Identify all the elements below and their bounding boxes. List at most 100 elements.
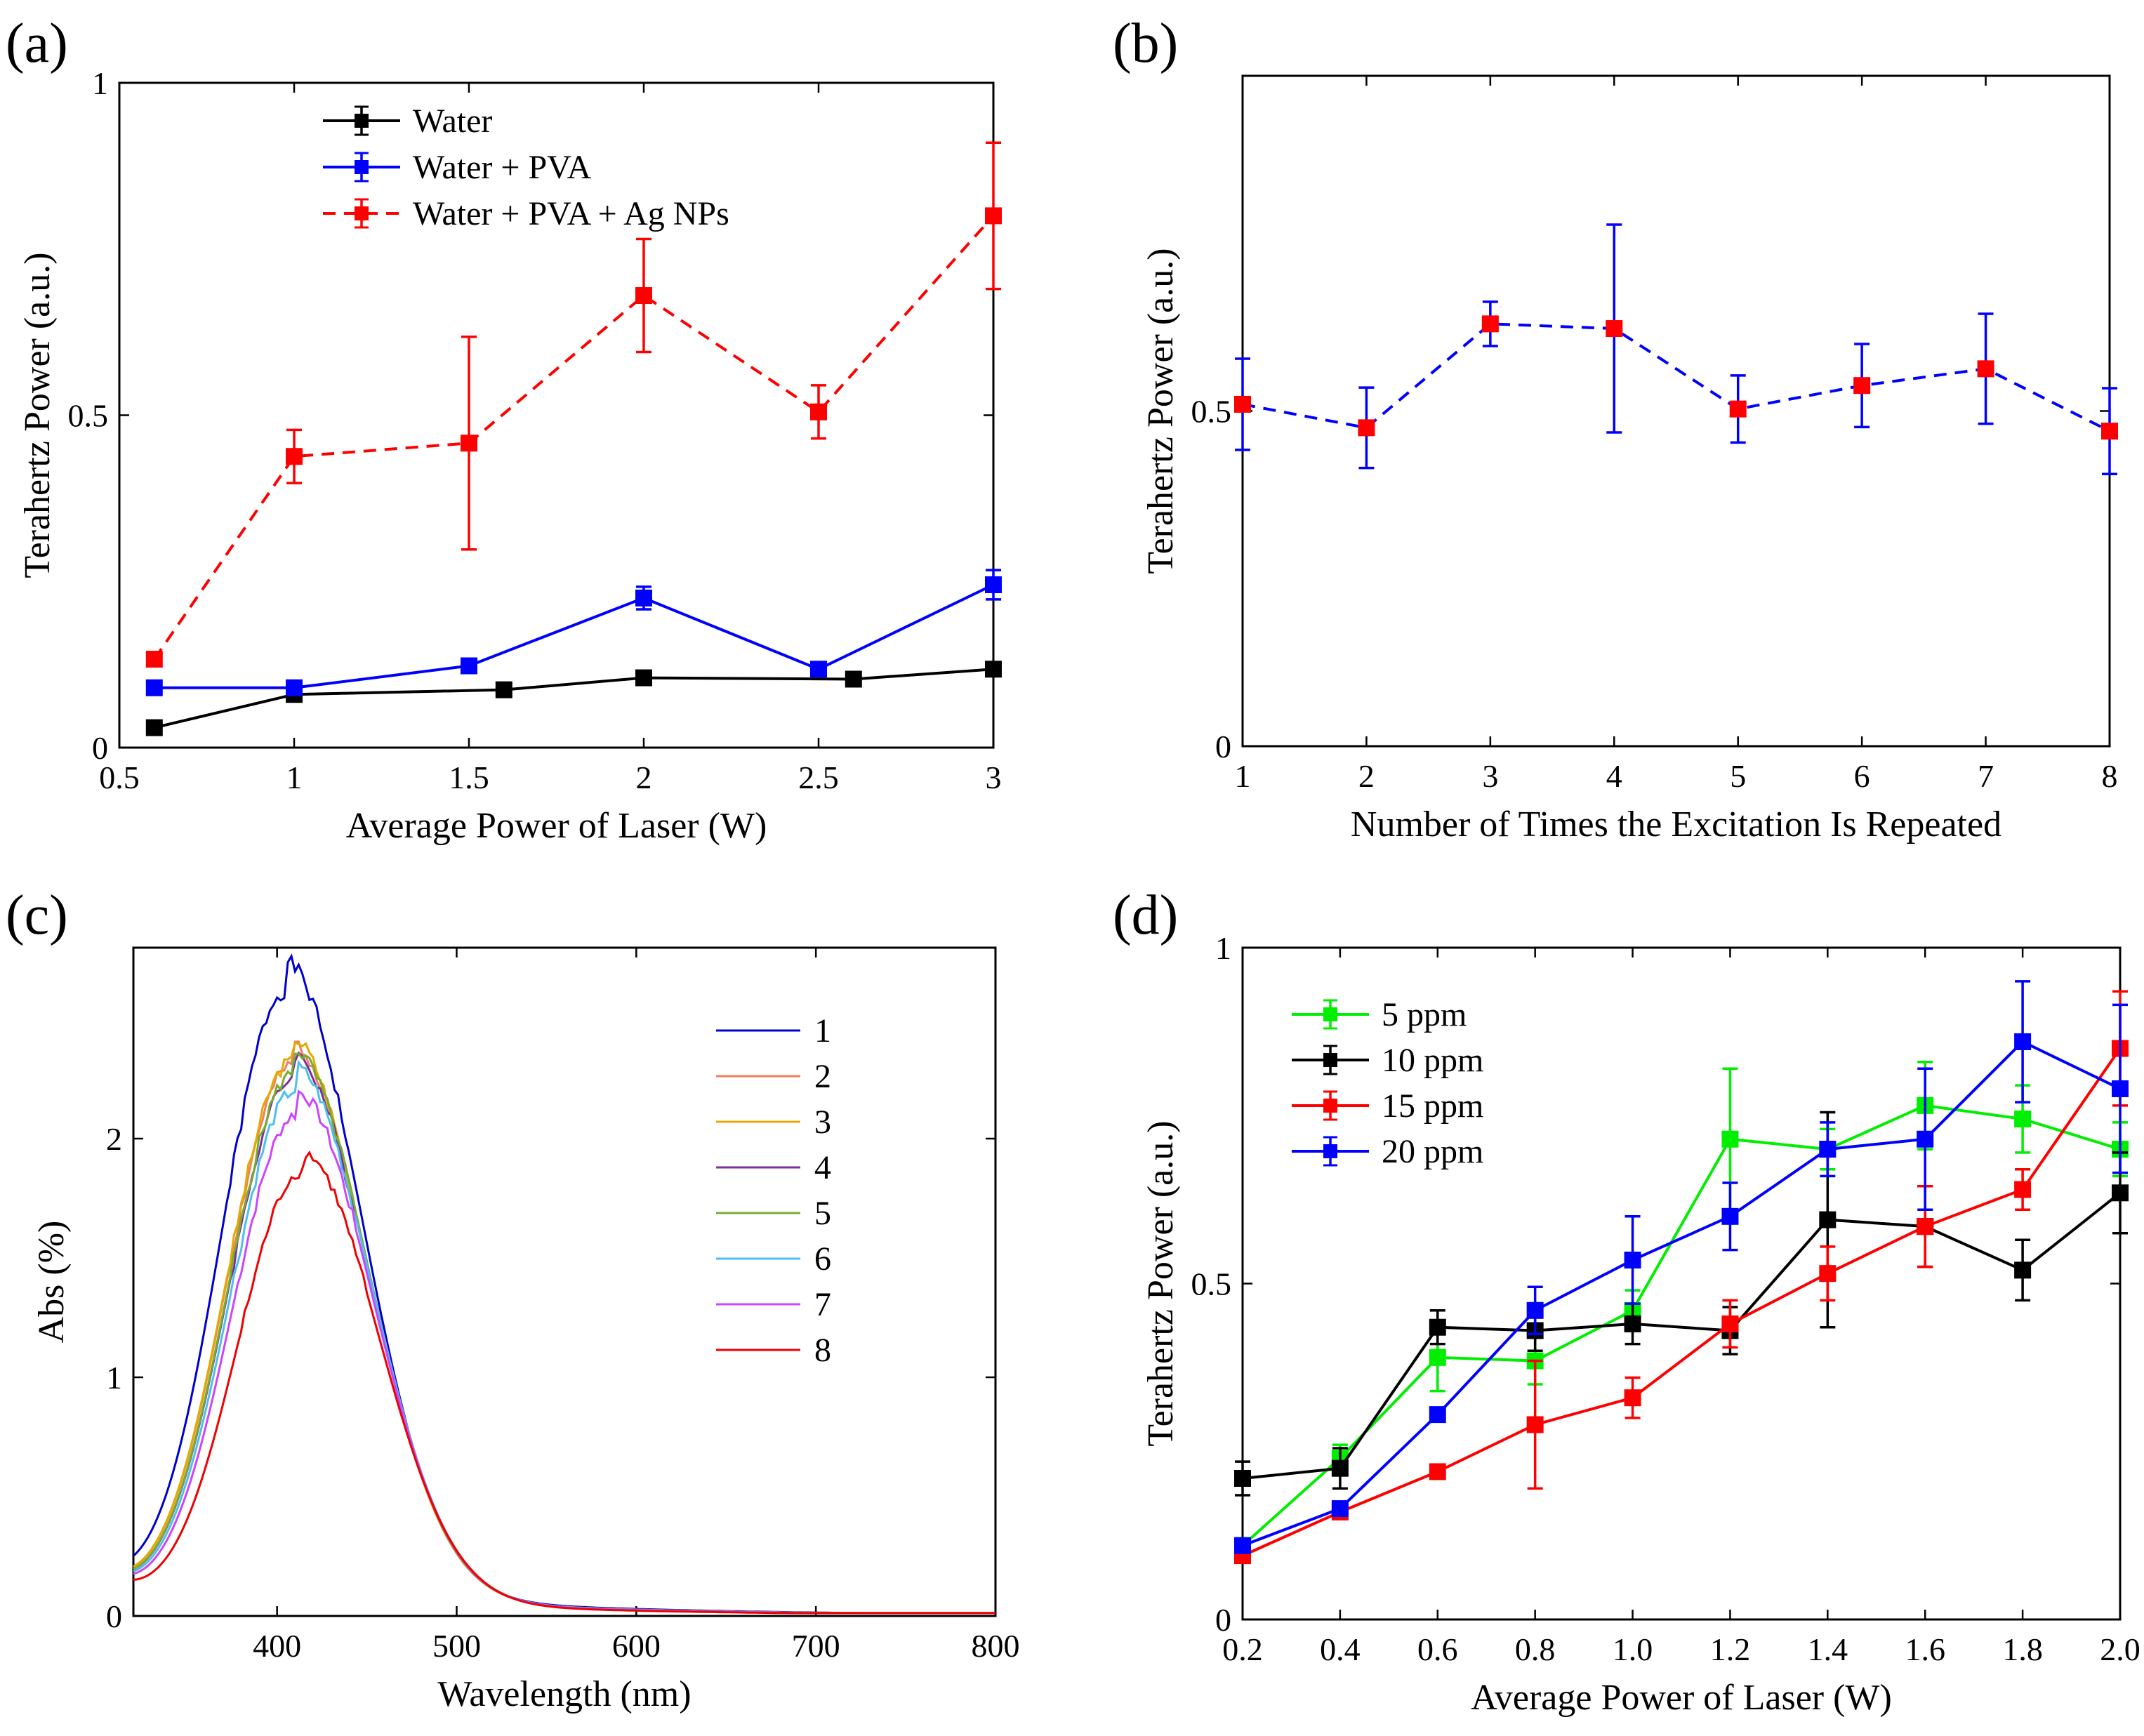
- panel-label-b: (b): [1113, 13, 1178, 74]
- data-point-marker: [1526, 1301, 1544, 1319]
- x-tick-label: 1.6: [1905, 1631, 1945, 1667]
- x-tick-label: 700: [792, 1628, 840, 1664]
- data-point-marker: [461, 657, 477, 675]
- series-line-0-1: [154, 583, 994, 689]
- data-point-marker: [1721, 1130, 1739, 1148]
- legend-entry-2-6: 7: [814, 1286, 831, 1323]
- x-tick-label: 4: [1606, 758, 1622, 794]
- data-point-marker: [495, 681, 512, 698]
- panel-label-d: (d): [1113, 884, 1178, 946]
- data-point-marker: [2112, 1184, 2129, 1202]
- data-point-marker: [985, 576, 1002, 593]
- spectrum-line-1: [132, 953, 995, 1615]
- x-tick-label: 1.2: [1710, 1631, 1751, 1667]
- x-tick-label: 0.5: [99, 760, 140, 795]
- y-tick-label: 1: [92, 65, 108, 101]
- legend-entry-3-1: 10 ppm: [1382, 1042, 1483, 1079]
- data-point-marker: [845, 670, 862, 688]
- x-tick-label: 8: [2102, 758, 2118, 794]
- y-tick-label: 0.5: [1191, 394, 1232, 430]
- data-point-marker: [145, 651, 163, 668]
- data-point-marker: [1526, 1416, 1544, 1433]
- x-axis-label: Average Power of Laser (W): [346, 806, 767, 846]
- legend-entry-2-5: 6: [814, 1240, 831, 1278]
- x-tick-label: 2.5: [798, 760, 839, 795]
- legend-marker: [1323, 1144, 1337, 1158]
- x-tick-label: 5: [1730, 758, 1746, 794]
- data-point-marker: [145, 719, 163, 736]
- data-point-marker: [1721, 1207, 1739, 1225]
- data-point-marker: [635, 589, 652, 607]
- data-point-marker: [286, 679, 303, 696]
- data-point-marker: [1429, 1406, 1446, 1424]
- y-axis-label: Terahertz Power (a.u.): [1141, 1120, 1181, 1446]
- x-tick-label: 1.4: [1808, 1631, 1848, 1667]
- data-point-marker: [1819, 1265, 1837, 1283]
- data-point-marker: [461, 435, 477, 452]
- data-point-marker: [2014, 1111, 2032, 1128]
- data-point-marker: [1358, 419, 1375, 437]
- data-point-marker: [1977, 360, 1994, 378]
- data-point-marker: [1331, 1459, 1349, 1477]
- x-tick-label: 800: [972, 1628, 1020, 1664]
- x-tick-label: 0.2: [1222, 1631, 1263, 1667]
- data-point-marker: [1429, 1349, 1446, 1366]
- legend-marker: [355, 206, 369, 220]
- x-tick-label: 2.0: [2100, 1631, 2140, 1667]
- y-axis-label: Terahertz Power (a.u.): [18, 252, 58, 578]
- data-point-marker: [1819, 1211, 1837, 1228]
- legend-entry-0-2: Water + PVA + Ag NPs: [413, 195, 729, 232]
- plot-frame-1: [1241, 74, 2111, 748]
- series-line-0-2: [153, 215, 995, 661]
- series-line-1-0: [1242, 322, 2110, 432]
- legend-entry-3-2: 15 ppm: [1382, 1087, 1483, 1125]
- y-axis-label: Abs (%): [32, 1221, 72, 1344]
- legend-entry-2-1: 2: [814, 1058, 831, 1095]
- data-point-marker: [635, 669, 652, 687]
- x-tick-label: 1: [1235, 758, 1251, 794]
- data-point-marker: [1624, 1315, 1641, 1332]
- x-axis-label: Average Power of Laser (W): [1471, 1678, 1892, 1718]
- data-point-marker: [145, 679, 163, 696]
- spectrum-line-3: [133, 1041, 995, 1615]
- y-tick-label: 1: [1215, 930, 1231, 966]
- legend-marker: [1323, 1099, 1337, 1113]
- x-tick-label: 2: [1358, 758, 1375, 794]
- spectrum-line-4: [133, 1051, 995, 1615]
- spectrum-line-6: [133, 1059, 995, 1615]
- data-point-marker: [2014, 1261, 2032, 1279]
- panel-d: (d) 0.2 0.4 0.6 0.8 1.0 1.2 1.4 1.6 1.8 2.0 0 0.5 1 A…: [1113, 884, 2140, 1718]
- data-point-marker: [1917, 1130, 1934, 1148]
- legend-entry-2-3: 4: [814, 1149, 831, 1186]
- data-point-marker: [1624, 1252, 1641, 1269]
- legend-entry-2-7: 8: [814, 1332, 831, 1369]
- plot-frame-3: [1241, 946, 2122, 1621]
- legend-marker: [355, 160, 369, 174]
- data-point-marker: [1481, 315, 1499, 333]
- x-tick-label: 0.4: [1320, 1631, 1361, 1667]
- data-point-marker: [1606, 320, 1623, 338]
- legend-marker: [1323, 1053, 1337, 1067]
- x-tick-label: 0.6: [1417, 1631, 1458, 1667]
- spectrum-line-7: [133, 1089, 995, 1615]
- x-tick-label: 500: [432, 1628, 481, 1664]
- x-tick-label: 1: [286, 760, 303, 795]
- series-line-3-0: [1241, 1104, 2121, 1547]
- series-line-3-2: [1242, 1047, 2122, 1557]
- legend-entry-2-2: 3: [814, 1104, 831, 1141]
- data-point-marker: [810, 661, 827, 678]
- legend-marker: [355, 114, 369, 128]
- data-point-marker: [1721, 1315, 1739, 1332]
- panel-label-a: (a): [6, 13, 68, 74]
- data-point-marker: [1234, 1470, 1251, 1487]
- y-tick-label: 0.5: [68, 398, 109, 434]
- legend-entry-3-3: 20 ppm: [1382, 1133, 1483, 1170]
- data-point-marker: [810, 403, 827, 420]
- panel-b: (b) 1 2 3 4 5 6 7 8 0 0.5 Number of Times the Exci…: [1113, 13, 2118, 844]
- data-point-marker: [2112, 1080, 2129, 1097]
- x-tick-label: 7: [1978, 758, 1994, 794]
- data-point-marker: [985, 661, 1002, 678]
- data-point-marker: [1917, 1218, 1934, 1235]
- data-point-marker: [1429, 1463, 1446, 1480]
